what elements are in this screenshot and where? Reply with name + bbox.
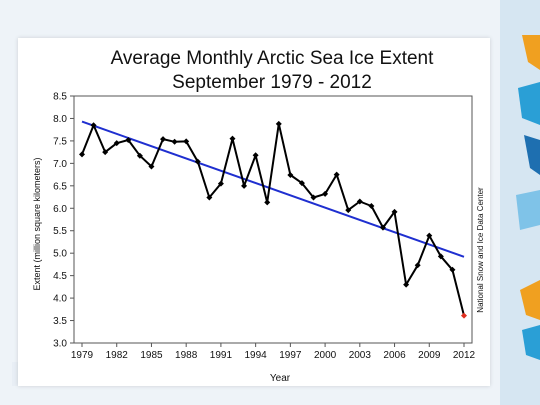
y-tick-label: 6.0 [53, 204, 67, 215]
data-point [356, 198, 363, 205]
y-tick-label: 3.5 [53, 316, 67, 327]
x-tick-label: 1979 [71, 350, 94, 361]
data-point [287, 172, 294, 179]
decor-shape-orange-2 [520, 280, 540, 320]
y-axis-label: Extent (million square kilometers) [32, 157, 42, 290]
decor-shape-lightblue [516, 190, 540, 230]
x-tick-label: 2012 [453, 350, 476, 361]
x-tick-label: 2009 [418, 350, 441, 361]
y-tick-label: 4.0 [53, 294, 67, 305]
x-tick-label: 2006 [383, 350, 406, 361]
y-tick-label: 3.0 [53, 339, 67, 350]
y-tick-label: 8.5 [53, 92, 67, 103]
y-tick-label: 8.0 [53, 114, 67, 125]
data-point [194, 158, 201, 165]
data-point [264, 199, 271, 206]
data-point [90, 122, 97, 129]
y-tick-label: 5.0 [53, 249, 67, 260]
decor-shape-blue-2 [522, 325, 540, 360]
data-point [79, 151, 85, 158]
data-point [368, 203, 375, 210]
chart-title-line2: September 1979 - 2012 [172, 72, 372, 93]
data-point [391, 208, 398, 215]
chart-panel: Average Monthly Arctic Sea Ice Extent Se… [18, 38, 490, 386]
data-point [426, 232, 433, 239]
x-axis-label: Year [270, 373, 291, 384]
x-tick-label: 1991 [210, 350, 233, 361]
data-point [148, 163, 155, 170]
x-tick-label: 1997 [279, 350, 302, 361]
y-tick-label: 6.5 [53, 181, 67, 192]
data-point [414, 262, 421, 269]
data-point [113, 140, 120, 147]
decor-shape-blue [518, 82, 540, 125]
sea-ice-line-chart: Average Monthly Arctic Sea Ice Extent Se… [32, 48, 485, 384]
trend-line [81, 120, 465, 258]
data-point [403, 281, 410, 288]
x-tick-label: 2003 [349, 350, 372, 361]
data-point [160, 136, 167, 143]
plot-area [73, 95, 473, 344]
data-point [102, 149, 109, 156]
x-tick-label: 1994 [245, 350, 268, 361]
y-tick-label: 7.5 [53, 136, 67, 147]
series-line [81, 122, 465, 316]
data-point [275, 120, 282, 127]
x-tick-label: 1982 [106, 350, 129, 361]
data-point [125, 137, 132, 144]
chart-title-line1: Average Monthly Arctic Sea Ice Extent [111, 48, 435, 69]
data-point [345, 207, 352, 214]
y-tick-label: 7.0 [53, 159, 67, 170]
data-point [217, 180, 224, 187]
data-point [437, 253, 444, 260]
y-tick-label: 5.5 [53, 226, 67, 237]
data-point [310, 194, 317, 201]
source-credit: National Snow and Ice Data Center [476, 187, 485, 313]
x-tick-label: 1985 [140, 350, 163, 361]
y-tick-label: 4.5 [53, 271, 67, 282]
x-tick-label: 1988 [175, 350, 198, 361]
data-point [449, 266, 456, 273]
data-point [298, 180, 305, 187]
data-point [206, 194, 213, 201]
data-point-2012-highlight [461, 312, 467, 319]
data-point [252, 152, 259, 159]
data-point [379, 224, 386, 231]
data-point [322, 190, 329, 197]
data-point [171, 138, 178, 145]
data-point [183, 138, 190, 145]
data-point [229, 135, 236, 142]
decor-shape-darkblue [524, 135, 540, 175]
data-point [333, 171, 340, 178]
x-tick-label: 2000 [314, 350, 337, 361]
data-point [241, 182, 248, 189]
decor-shape-orange [522, 35, 540, 70]
data-point [136, 152, 143, 159]
